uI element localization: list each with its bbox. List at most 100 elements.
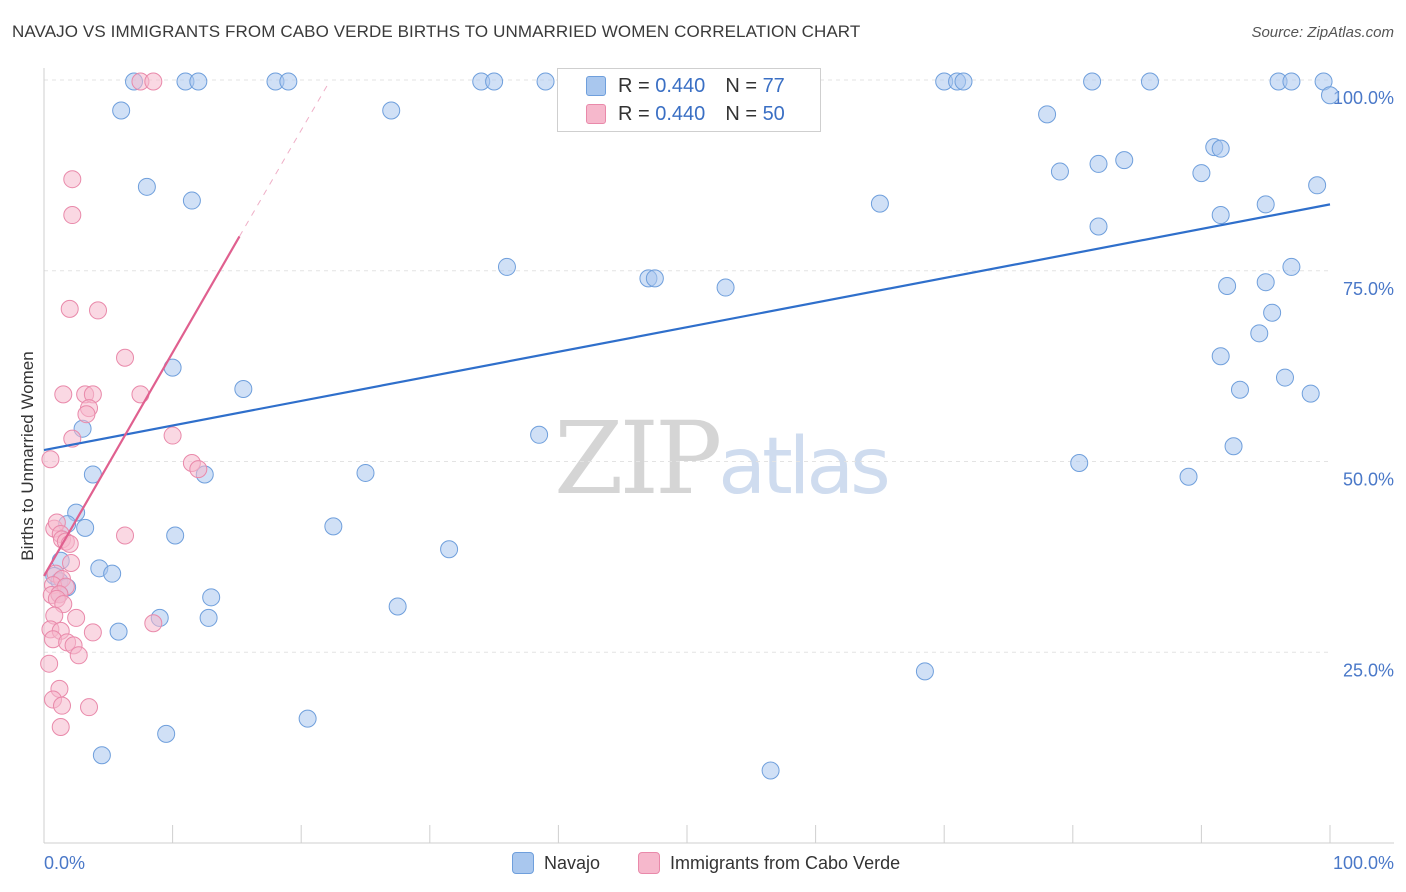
- point-navajo: [199, 608, 218, 627]
- bottom-legend-navajo: Navajo: [512, 852, 600, 874]
- trendline-cabo-extension: [239, 81, 330, 237]
- legend-r-label: R =: [618, 74, 650, 97]
- point-cabo: [77, 405, 96, 424]
- point-cabo: [62, 553, 81, 572]
- point-navajo: [870, 194, 889, 213]
- point-navajo: [1218, 277, 1237, 296]
- point-navajo: [1089, 217, 1108, 236]
- legend-n-label: N =: [725, 74, 757, 97]
- legend-r-label: R =: [618, 102, 650, 125]
- point-navajo: [1211, 139, 1230, 158]
- point-navajo: [1050, 162, 1069, 181]
- point-navajo: [645, 269, 664, 288]
- trendline-navajo: [43, 203, 1331, 452]
- point-cabo: [189, 460, 208, 479]
- chart-title: NAVAJO VS IMMIGRANTS FROM CABO VERDE BIR…: [12, 22, 861, 41]
- point-navajo: [76, 518, 95, 537]
- y-tick-label: 100.0%: [1333, 88, 1394, 108]
- point-navajo: [1179, 467, 1198, 486]
- point-navajo: [1211, 206, 1230, 225]
- point-navajo: [298, 709, 317, 728]
- point-navajo: [1211, 347, 1230, 366]
- bottom-legend-cabo: Immigrants from Cabo Verde: [638, 852, 900, 874]
- point-navajo: [530, 425, 549, 444]
- point-cabo: [163, 426, 182, 445]
- bottom-legend-label-cabo: Immigrants from Cabo Verde: [670, 852, 901, 873]
- x-tick-label: 0.0%: [44, 853, 85, 873]
- point-cabo: [131, 385, 150, 404]
- point-cabo: [63, 170, 82, 189]
- point-navajo: [234, 380, 253, 399]
- point-navajo: [109, 622, 128, 641]
- point-cabo: [60, 299, 79, 318]
- watermark-zip: ZIP: [554, 400, 722, 517]
- y-tick-label: 50.0%: [1343, 470, 1394, 490]
- y-tick-label: 25.0%: [1343, 660, 1394, 680]
- legend-swatch-cabo: [586, 104, 606, 124]
- legend-n-value-cabo: 50: [762, 102, 785, 125]
- point-cabo: [60, 534, 79, 553]
- point-navajo: [1140, 72, 1159, 91]
- point-navajo: [182, 191, 201, 210]
- point-navajo: [1308, 176, 1327, 195]
- point-cabo: [80, 698, 99, 717]
- point-navajo: [716, 278, 735, 297]
- point-cabo: [51, 718, 70, 737]
- point-cabo: [69, 646, 88, 665]
- point-navajo: [356, 463, 375, 482]
- legend-swatch-navajo: [586, 76, 606, 96]
- point-navajo: [189, 72, 208, 91]
- legend-row-navajo: R = 0.440 N = 77: [586, 73, 785, 99]
- source-label: Source: ZipAtlas.com: [1251, 24, 1394, 41]
- point-navajo: [388, 597, 407, 616]
- point-navajo: [137, 177, 156, 196]
- point-navajo: [382, 101, 401, 120]
- point-navajo: [1263, 303, 1282, 322]
- point-navajo: [497, 257, 516, 276]
- point-navajo: [440, 540, 459, 559]
- point-cabo: [144, 72, 163, 91]
- legend-r-value-cabo: 0.440: [655, 102, 706, 125]
- point-navajo: [1038, 105, 1057, 124]
- point-navajo: [1115, 151, 1134, 170]
- point-navajo: [761, 761, 780, 780]
- point-navajo: [1192, 164, 1211, 183]
- point-navajo: [166, 526, 185, 545]
- point-navajo: [202, 588, 221, 607]
- point-cabo: [54, 385, 73, 404]
- point-navajo: [279, 72, 298, 91]
- bottom-legend-swatch-navajo: [512, 852, 534, 874]
- point-navajo: [112, 101, 131, 120]
- bottom-legend-swatch-cabo: [638, 852, 660, 874]
- legend-stats: R = 0.440 N = 77 R = 0.440 N = 50: [557, 68, 821, 132]
- point-navajo: [1256, 195, 1275, 214]
- point-navajo: [1250, 324, 1269, 343]
- point-navajo: [485, 72, 504, 91]
- point-navajo: [915, 662, 934, 681]
- trendline-cabo: [43, 235, 241, 577]
- legend-n-label: N =: [725, 102, 757, 125]
- point-navajo: [324, 517, 343, 536]
- legend-row-cabo: R = 0.440 N = 50: [586, 101, 785, 127]
- point-navajo: [536, 72, 555, 91]
- point-cabo: [89, 301, 108, 320]
- point-cabo: [116, 348, 135, 367]
- point-cabo: [67, 608, 86, 627]
- point-navajo: [92, 746, 111, 765]
- x-tick-label: 100.0%: [1333, 853, 1394, 873]
- point-navajo: [1301, 384, 1320, 403]
- y-tick-label: 75.0%: [1343, 279, 1394, 299]
- point-navajo: [1275, 368, 1294, 387]
- legend-n-value-navajo: 77: [762, 74, 785, 97]
- legend-r-value-navajo: 0.440: [655, 74, 706, 97]
- point-navajo: [1224, 437, 1243, 456]
- point-navajo: [1282, 257, 1301, 276]
- point-cabo: [53, 696, 72, 715]
- point-navajo: [1282, 72, 1301, 91]
- point-navajo: [1256, 273, 1275, 292]
- point-cabo: [41, 450, 60, 469]
- point-navajo: [954, 72, 973, 91]
- point-navajo: [1230, 380, 1249, 399]
- point-navajo: [1070, 454, 1089, 473]
